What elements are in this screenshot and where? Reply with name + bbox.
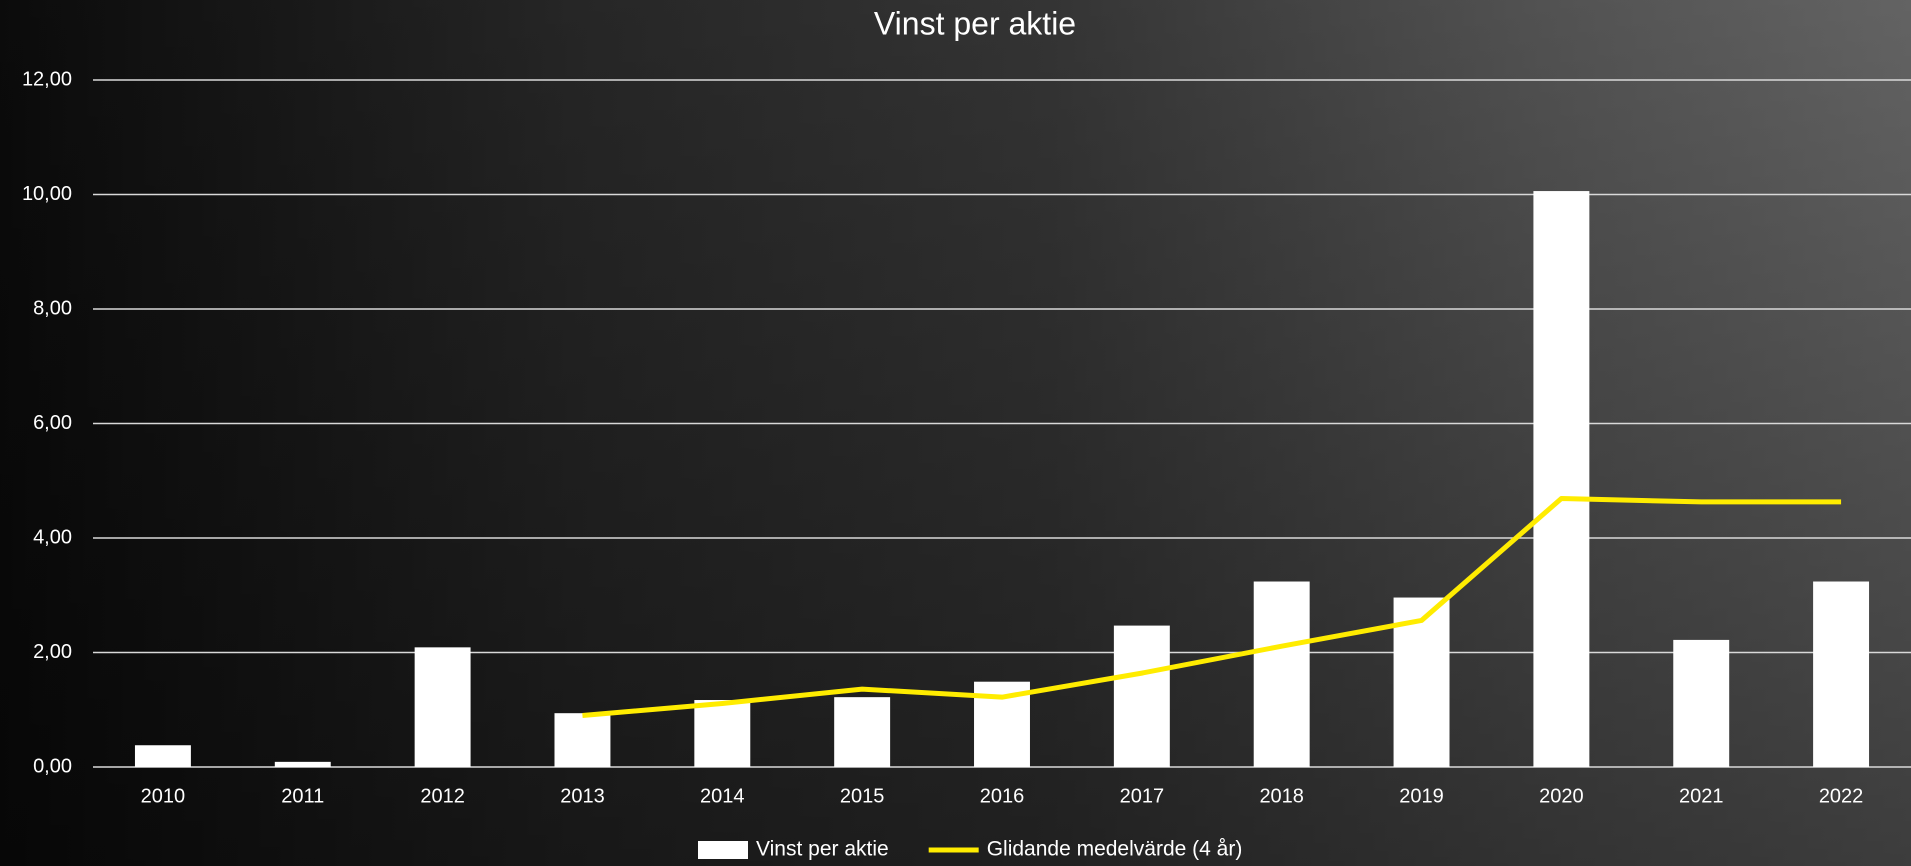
- x-tick-label: 2010: [141, 785, 186, 807]
- x-tick-label: 2019: [1399, 785, 1444, 807]
- bar: [274, 761, 331, 767]
- x-tick-label: 2012: [420, 785, 465, 807]
- bar: [1673, 639, 1730, 767]
- y-tick-label: 8,00: [33, 297, 72, 319]
- bar: [1813, 581, 1870, 767]
- y-tick-label: 0,00: [33, 755, 72, 777]
- bar: [1253, 581, 1310, 767]
- bar: [1533, 191, 1590, 767]
- bar: [554, 713, 611, 767]
- y-tick-label: 2,00: [33, 641, 72, 663]
- x-tick-label: 2022: [1819, 785, 1864, 807]
- legend-swatch: [698, 841, 748, 859]
- y-tick-label: 4,00: [33, 526, 72, 548]
- x-tick-label: 2013: [560, 785, 605, 807]
- y-tick-label: 12,00: [22, 68, 72, 90]
- legend-label: Vinst per aktie: [756, 838, 889, 861]
- x-tick-label: 2011: [281, 785, 324, 807]
- chart-title: Vinst per aktie: [874, 5, 1076, 41]
- bar: [834, 697, 891, 767]
- y-tick-label: 10,00: [22, 183, 72, 205]
- bar: [414, 647, 471, 767]
- y-tick-label: 6,00: [33, 412, 72, 434]
- x-tick-label: 2014: [700, 785, 745, 807]
- x-tick-label: 2020: [1539, 785, 1584, 807]
- x-tick-label: 2016: [980, 785, 1025, 807]
- x-tick-label: 2018: [1259, 785, 1304, 807]
- bar: [694, 700, 751, 767]
- x-tick-label: 2021: [1679, 785, 1724, 807]
- bar: [134, 745, 191, 767]
- x-tick-label: 2015: [840, 785, 885, 807]
- x-tick-label: 2017: [1120, 785, 1165, 807]
- legend-label: Glidande medelvärde (4 år): [987, 838, 1243, 861]
- line: [582, 495, 1842, 718]
- bar: [1113, 625, 1170, 767]
